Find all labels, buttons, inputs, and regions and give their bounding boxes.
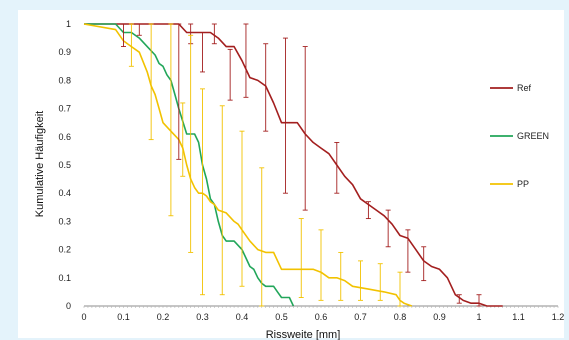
legend-label-green: GREEN xyxy=(517,131,549,141)
y-tick-label: 0.6 xyxy=(58,132,71,142)
plot-area xyxy=(18,10,564,338)
y-tick-label: 0.1 xyxy=(58,273,71,283)
x-tick-label: 1 xyxy=(476,312,481,322)
y-tick-label: 0.9 xyxy=(58,47,71,57)
x-axis-title: Rissweite [mm] xyxy=(266,329,341,340)
y-tick-label: 0.5 xyxy=(58,160,71,170)
x-tick-label: 1.1 xyxy=(512,312,525,322)
series-line-green xyxy=(84,23,295,307)
x-tick-label: 0.4 xyxy=(236,312,249,322)
y-tick-label: 0.7 xyxy=(58,104,71,114)
y-tick-label: 0.8 xyxy=(58,75,71,85)
y-tick-label: 0 xyxy=(66,301,71,311)
x-tick-label: 0.1 xyxy=(117,312,130,322)
y-axis-title: Kumulative Häufigkeit xyxy=(34,111,46,217)
x-tick-label: 0.2 xyxy=(157,312,170,322)
y-tick-label: 0.2 xyxy=(58,245,71,255)
x-tick-label: 0.3 xyxy=(196,312,209,322)
legend-label-pp: PP xyxy=(517,179,529,189)
y-tick-label: 0.4 xyxy=(58,188,71,198)
series-line-pp xyxy=(83,23,413,307)
x-tick-label: 0.9 xyxy=(433,312,446,322)
x-tick-label: 1.2 xyxy=(552,312,565,322)
error-bars xyxy=(121,23,482,307)
x-tick-label: 0 xyxy=(81,312,86,322)
legend-label-ref: Ref xyxy=(517,83,532,93)
x-tick-label: 0.8 xyxy=(394,312,407,322)
x-tick-label: 0.5 xyxy=(275,312,288,322)
legend: Ref GREEN PP xyxy=(490,83,549,189)
y-tick-label: 1 xyxy=(66,19,71,29)
x-tick-label: 0.6 xyxy=(315,312,328,322)
y-tick-label: 0.3 xyxy=(58,216,71,226)
x-tick-label: 0.7 xyxy=(354,312,367,322)
